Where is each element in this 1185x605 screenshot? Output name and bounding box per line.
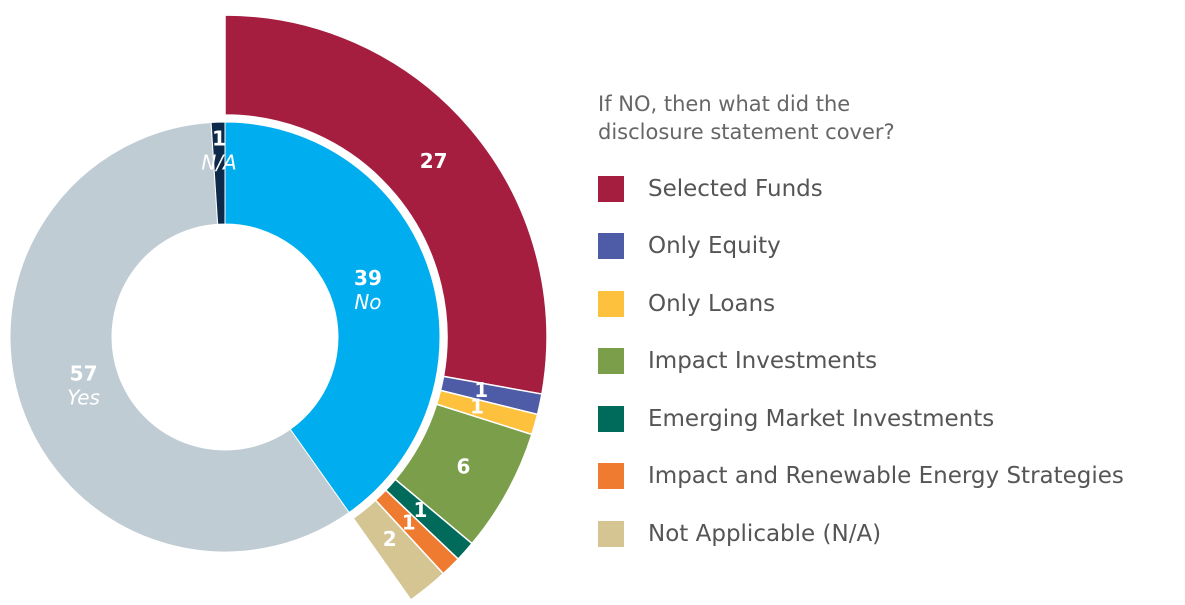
data-label: 6 bbox=[456, 454, 470, 478]
legend-swatch bbox=[598, 520, 624, 547]
legend-label: Only Loans bbox=[648, 290, 776, 317]
data-label: 57 bbox=[70, 362, 98, 386]
legend-item: Only Loans bbox=[598, 275, 928, 333]
legend: If NO, then what did the disclosure stat… bbox=[598, 90, 1124, 563]
legend-title: If NO, then what did the disclosure stat… bbox=[598, 92, 895, 144]
category-label: No bbox=[354, 290, 381, 314]
legend-item: Selected Funds bbox=[598, 160, 928, 218]
data-label: 1 bbox=[413, 498, 427, 522]
data-label: 1 bbox=[402, 510, 416, 534]
inner-segment bbox=[224, 121, 441, 514]
legend-swatch bbox=[598, 290, 624, 317]
legend-label: Only Equity bbox=[648, 233, 781, 260]
legend-swatch bbox=[598, 233, 624, 260]
legend-label: Emerging Market Investments bbox=[648, 405, 995, 432]
legend-swatch bbox=[598, 463, 624, 490]
data-label: 39 bbox=[354, 266, 382, 290]
data-label: 1 bbox=[212, 127, 226, 151]
data-label: 27 bbox=[420, 149, 448, 173]
data-label: 1 bbox=[474, 378, 488, 402]
legend-label: Impact and Renewable Energy Strategies bbox=[648, 463, 1124, 490]
legend-item: Impact Investments bbox=[598, 333, 928, 391]
legend-swatch bbox=[598, 405, 624, 432]
legend-swatch bbox=[598, 348, 624, 375]
legend-label: Impact Investments bbox=[648, 348, 878, 375]
legend-item: Emerging Market Investments bbox=[598, 390, 994, 448]
category-label: Yes bbox=[67, 386, 100, 410]
legend-swatch bbox=[598, 175, 624, 202]
legend-item: Only Equity bbox=[598, 218, 928, 276]
data-label: 1 bbox=[470, 395, 484, 419]
legend-item: Impact and Renewable Energy Strategies bbox=[598, 448, 1124, 506]
legend-label: Selected Funds bbox=[648, 175, 823, 202]
data-label: 2 bbox=[383, 527, 397, 551]
legend-label: Not Applicable (N/A) bbox=[648, 520, 882, 547]
outer-segment bbox=[224, 14, 548, 395]
legend-item: Not Applicable (N/A) bbox=[598, 505, 928, 563]
inner-segment bbox=[210, 121, 226, 225]
category-label: N/A bbox=[201, 151, 236, 175]
outer-segment bbox=[352, 499, 445, 601]
inner-segment bbox=[9, 121, 350, 553]
